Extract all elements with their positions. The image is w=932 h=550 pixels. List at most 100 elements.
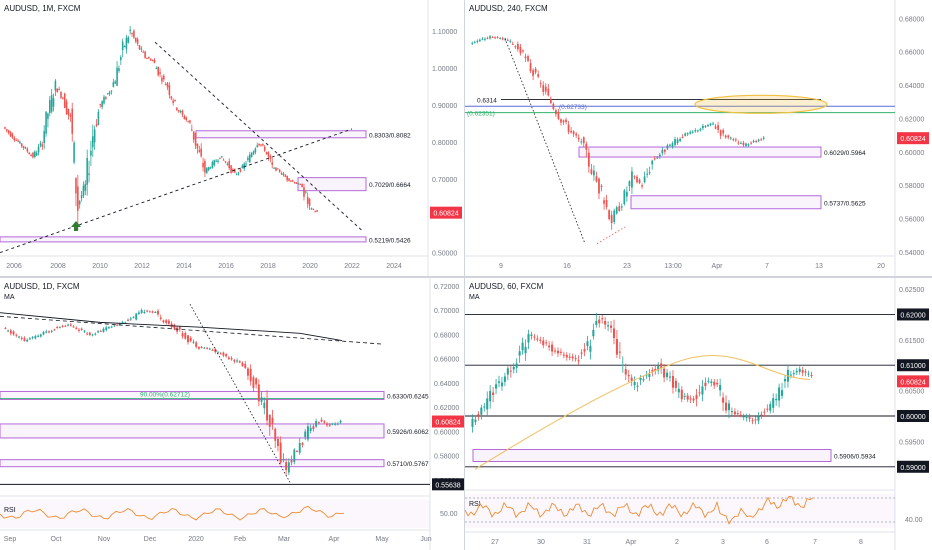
vertical-divider[interactable] (464, 0, 465, 550)
daily-candle-body (323, 421, 326, 423)
h4-candle-body (481, 38, 484, 40)
daily-candle-body (328, 424, 331, 426)
daily-candle-body (132, 316, 135, 318)
hourly-candle-body (680, 389, 683, 400)
ma-indicator-label[interactable]: MA (469, 294, 480, 301)
chart-panel-monthly[interactable]: 1.100001.000000.900000.800000.700000.600… (0, 0, 464, 276)
trendline-down (154, 41, 363, 231)
daily-candle-body (257, 384, 260, 402)
demand-zone-2 (0, 459, 385, 468)
resistance-level-label: 0.6314 (477, 97, 497, 104)
h4-candle-body (719, 130, 722, 136)
h4-candle-body (575, 133, 578, 136)
current-price-tag: 0.60824 (433, 211, 458, 218)
monthly-candle-body (63, 93, 66, 108)
y-tick-label: 0.61500 (899, 338, 924, 345)
hourly-candle-body (610, 325, 613, 328)
h4-candle-body (582, 137, 585, 144)
supply-zone (0, 390, 385, 400)
monthly-candle-body (120, 57, 122, 61)
hourly-candle-body (477, 414, 480, 416)
monthly-candle-body (237, 172, 240, 174)
hourly-candle-body (592, 329, 595, 337)
x-tick-label: 23 (623, 263, 631, 270)
hourly-candle-body (503, 376, 506, 382)
hourly-candle-body (512, 366, 515, 370)
hourly-candle-body (657, 365, 660, 371)
y-tick-label: 0.60000 (899, 150, 924, 157)
hourly-candle-body (536, 338, 539, 340)
monthly-chart-canvas[interactable]: 1.100001.000000.900000.800000.700000.600… (0, 0, 464, 276)
hourly-candle-body (742, 416, 745, 418)
h4-candle-body (686, 133, 689, 135)
h4-candle-body (552, 103, 555, 110)
monthly-candle-body (140, 48, 143, 50)
hourly-candle-body (778, 387, 781, 401)
daily-candle-body (173, 324, 176, 329)
hourly-candle-body (471, 418, 474, 427)
hourly-candle-body (707, 380, 710, 382)
hourly-candle-body (689, 398, 692, 400)
hourly-candle-body (495, 384, 498, 389)
y-tick-label: 0.60000 (434, 429, 459, 436)
monthly-candle-body (34, 151, 36, 158)
daily-candle-body (203, 347, 206, 349)
hourly-candle-body (553, 350, 557, 352)
monthly-candle-body (75, 178, 77, 194)
h4-candle-body (587, 152, 590, 167)
monthly-candle-body (265, 152, 268, 155)
monthly-candle-body (71, 108, 74, 134)
h4-candle-body (542, 85, 545, 92)
chart-panel-hourly[interactable]: 0.62500 0.62000 0.61500 0.61000 0.60500 0.600… (465, 278, 932, 550)
chart-panel-daily[interactable]: 0.72000 0.70000 0.68000 0.66000 0.64000 0.620… (0, 278, 464, 550)
h4-candle-body (491, 36, 494, 38)
4h-chart-canvas[interactable]: 0.68000 0.66000 0.64000 0.62000 0.60000 0.580… (465, 0, 932, 276)
daily-candle-body (121, 322, 124, 324)
h4-candle-body (684, 133, 687, 136)
hourly-chart-canvas[interactable]: 0.62500 0.62000 0.61500 0.61000 0.60500 0.600… (465, 278, 932, 550)
monthly-candle-body (123, 45, 126, 47)
monthly-candle-body (222, 159, 225, 161)
y-tick-label: 0.64000 (899, 83, 924, 90)
monthly-candle-body (256, 145, 259, 147)
h4-candle-body (760, 139, 763, 141)
daily-candle-body (83, 330, 86, 332)
monthly-candle-body (65, 101, 68, 115)
h4-candle-body (527, 56, 529, 61)
daily-candle-body (102, 328, 105, 332)
monthly-candle-body (177, 110, 180, 112)
trendline-dotted (189, 303, 291, 483)
daily-candle-body (279, 442, 282, 463)
monthly-candle-body (209, 167, 212, 169)
monthly-candle-body (271, 162, 274, 165)
hourly-candle-body (636, 385, 639, 387)
monthly-candle-body (284, 175, 287, 177)
x-tick-label: 16 (563, 263, 571, 270)
monthly-candle-body (146, 57, 148, 59)
x-tick-label: 2012 (134, 263, 150, 270)
monthly-candle-body (310, 208, 313, 210)
daily-candle-body (227, 357, 230, 359)
h4-candle-body (664, 149, 666, 152)
monthly-candle-body (247, 157, 249, 160)
monthly-candle-body (121, 41, 124, 51)
monthly-candle-body (67, 108, 70, 116)
hourly-candle-body (539, 339, 542, 341)
ma-indicator-label[interactable]: MA (4, 294, 15, 301)
h4-candle-body (689, 131, 692, 134)
daily-chart-canvas[interactable]: 0.72000 0.70000 0.68000 0.66000 0.64000 0.620… (0, 278, 464, 550)
monthly-candle-body (54, 80, 57, 91)
monthly-candle-body (200, 148, 202, 157)
h4-candle-body (534, 68, 537, 73)
chart-panel-4h[interactable]: 0.68000 0.66000 0.64000 0.62000 0.60000 0.580… (465, 0, 932, 276)
monthly-candle-body (170, 96, 173, 99)
h4-candle-body (633, 176, 636, 178)
horizontal-divider[interactable] (0, 276, 932, 278)
h4-candle-body (724, 135, 727, 138)
level-tag: 0.62000 (900, 312, 925, 319)
demand-zone-2-label: 0.5710/0.5767 (387, 461, 429, 468)
x-tick-label: 31 (583, 539, 591, 546)
hourly-candle-body (733, 411, 736, 415)
y-tick-label: 0.58000 (899, 183, 924, 190)
daily-candle-body (184, 332, 187, 339)
